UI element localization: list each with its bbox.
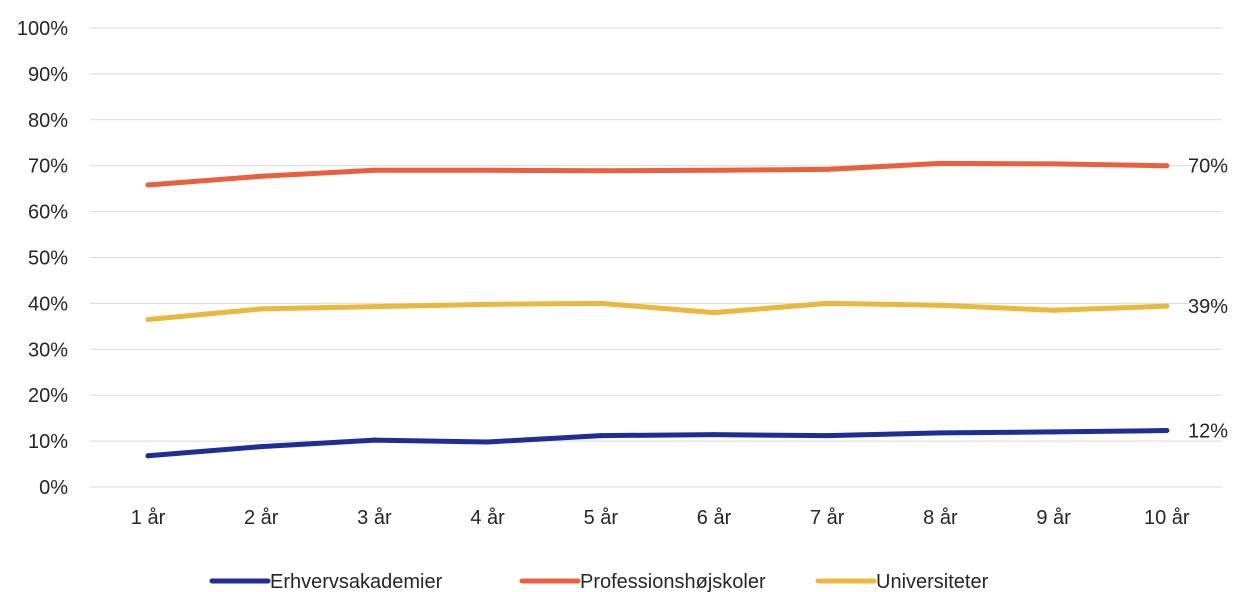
- data-point: [598, 168, 604, 174]
- data-point: [145, 453, 151, 459]
- data-point: [937, 160, 943, 166]
- y-tick-label: 70%: [28, 156, 68, 178]
- legend-label: Erhvervsakademier: [270, 571, 443, 592]
- series-lines: [145, 160, 1170, 459]
- data-point: [145, 182, 151, 188]
- data-point: [711, 167, 717, 173]
- data-point: [371, 304, 377, 310]
- x-tick-label: 9 år: [1036, 507, 1071, 529]
- y-tick-label: 0%: [39, 477, 68, 499]
- series-line-universiteter: [145, 300, 1170, 322]
- data-point: [371, 167, 377, 173]
- gridlines: [90, 27, 1222, 488]
- x-tick-label: 6 år: [697, 507, 732, 529]
- data-point: [1051, 307, 1057, 313]
- data-point: [1164, 303, 1170, 309]
- end-value-label: 12%: [1188, 421, 1228, 443]
- x-tick-label: 10 år: [1144, 507, 1190, 529]
- legend-label: Universiteter: [876, 571, 989, 592]
- series-end-labels: 12% 70% 39%: [1188, 156, 1228, 443]
- legend-label: Professionshøjskoler: [580, 571, 766, 592]
- data-point: [485, 439, 491, 445]
- end-value-label: 70%: [1188, 156, 1228, 178]
- data-point: [711, 432, 717, 438]
- y-axis-tick-labels: 0% 10% 20% 30% 40% 50% 60% 70% 80% 90% 100%: [17, 18, 68, 499]
- data-point: [371, 437, 377, 443]
- y-tick-label: 40%: [28, 293, 68, 315]
- x-tick-label: 7 år: [810, 507, 845, 529]
- y-tick-label: 90%: [28, 64, 68, 86]
- x-tick-label: 4 år: [470, 507, 505, 529]
- series-line-professionshøjskoler: [145, 160, 1170, 188]
- data-point: [258, 444, 264, 450]
- end-value-label: 39%: [1188, 296, 1228, 318]
- x-tick-label: 1 år: [131, 507, 166, 529]
- x-tick-label: 8 år: [923, 507, 958, 529]
- y-tick-label: 100%: [17, 18, 68, 40]
- y-tick-label: 80%: [28, 110, 68, 132]
- data-point: [937, 430, 943, 436]
- data-point: [824, 300, 830, 306]
- data-point: [1051, 161, 1057, 167]
- y-tick-label: 50%: [28, 248, 68, 270]
- y-tick-label: 20%: [28, 385, 68, 407]
- data-point: [711, 310, 717, 316]
- y-tick-label: 30%: [28, 339, 68, 361]
- data-point: [598, 300, 604, 306]
- data-point: [598, 433, 604, 439]
- y-tick-label: 10%: [28, 431, 68, 453]
- data-point: [824, 166, 830, 172]
- x-tick-label: 2 år: [244, 507, 279, 529]
- x-tick-label: 5 år: [584, 507, 619, 529]
- legend: Erhvervsakademier Professionshøjskoler Uni…: [209, 571, 989, 592]
- x-tick-label: 3 år: [357, 507, 392, 529]
- data-point: [258, 173, 264, 179]
- data-point: [145, 316, 151, 322]
- y-tick-label: 60%: [28, 202, 68, 224]
- series-line-erhvervsakademier: [145, 428, 1170, 459]
- data-point: [824, 433, 830, 439]
- data-point: [1051, 429, 1057, 435]
- data-point: [1164, 163, 1170, 169]
- data-point: [485, 167, 491, 173]
- data-point: [485, 301, 491, 307]
- x-axis-tick-labels: 1 år 2 år 3 år 4 år 5 år 6 år 7 år 8 år 9 år 10 å…: [131, 507, 1190, 529]
- data-point: [1164, 428, 1170, 434]
- data-point: [258, 306, 264, 312]
- data-point: [937, 302, 943, 308]
